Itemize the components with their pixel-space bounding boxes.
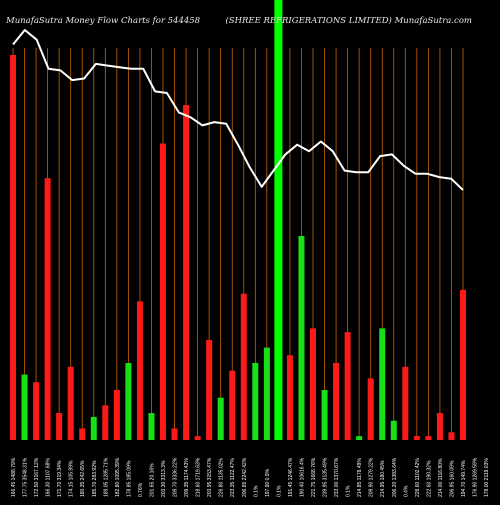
x-tick-label: 166.45 1488.79% (11, 457, 17, 497)
x-tick-label: 197.90 0.9% (265, 468, 271, 497)
x-tick-label: 178.00 2119.03% (484, 458, 490, 497)
x-tick-label: 223.35 1122.47% (230, 458, 236, 497)
x-tick-label: 239.95 3135.49% (323, 457, 329, 497)
inflow-bar (217, 397, 224, 440)
outflow-bar (425, 436, 432, 440)
x-tick-label: 174.15 105.99% (69, 460, 75, 497)
x-tick-label: 182.80 1095.39% (115, 457, 121, 497)
outflow-bar (160, 143, 166, 441)
outflow-bar (33, 382, 40, 440)
inflow-bar (298, 235, 305, 440)
inflow-bar (125, 363, 132, 440)
x-tick-label: 233.00 1370.87% (334, 457, 340, 497)
outflow-bar (113, 389, 120, 440)
x-tick-label: 0.1% (276, 485, 282, 497)
x-tick-label: 218.60 1719.63% (196, 457, 202, 497)
inflow-bar (21, 374, 28, 440)
x-tick-label: 203.30 3313.3% (161, 460, 167, 497)
inflow-bar (252, 363, 259, 440)
x-tick-label: 190.40 10616.4% (299, 457, 305, 497)
outflow-bar (194, 436, 201, 440)
outflow-bar (344, 332, 351, 440)
price-line (12, 29, 464, 191)
x-tick-label: 209.35 1174.43% (184, 458, 190, 497)
x-tick-label: 0.1% (253, 485, 259, 497)
inflow-bar (379, 328, 386, 440)
outflow-bar (310, 328, 316, 440)
highlight-bar (274, 0, 283, 440)
outflow-bar (286, 355, 293, 440)
x-tick-label: 0.4% (403, 485, 409, 497)
x-tick-label: 209.70 3336.22% (173, 457, 179, 497)
inflow-bar (263, 347, 270, 440)
x-tick-label: 189.05 1285.71% (103, 457, 109, 497)
inflow-bar (90, 416, 97, 440)
x-tick-label: 0.1% (346, 485, 352, 497)
x-tick-label: 191.45 1246.47% (288, 457, 294, 497)
inflow-bar (148, 413, 155, 440)
outflow-bar (171, 428, 178, 440)
x-tick-label: 206.85 2242.42% (242, 457, 248, 497)
x-tick-label: 221.75 1668.76% (311, 457, 317, 497)
x-tick-label: 0.76% (138, 482, 144, 497)
x-tick-label: 185.70 283.92% (92, 460, 98, 497)
outflow-bar (67, 366, 74, 440)
outflow-bar (402, 366, 409, 440)
x-tick-label: 176.90 1269.59% (473, 457, 479, 497)
outflow-bar (333, 363, 340, 440)
outflow-bar (460, 289, 466, 440)
outflow-bar (183, 105, 190, 441)
x-tick-label: 178.85 185.09% (126, 460, 132, 497)
chart-subtitle: (SHREE REFRIGERATIONS LIMITED) MunafaSut… (225, 16, 472, 26)
x-tick-label: 194.70 149.74% (461, 460, 467, 497)
x-tick-label: 209.90 1279.22% (369, 457, 375, 497)
x-tick-label: 206.20 1383.64% (392, 457, 398, 497)
outflow-bar (436, 413, 443, 440)
inflow-bar (321, 389, 328, 440)
x-tick-label: 226.80 1135.02% (219, 458, 225, 497)
outflow-bar (229, 370, 236, 440)
x-tick-label: 214.95 180.45% (380, 460, 386, 497)
x-tick-label: 166.30 1107.68% (46, 458, 52, 497)
outflow-bar (79, 428, 86, 440)
x-tick-label: 228.60 1102.42% (415, 458, 421, 497)
x-tick-label: 180.35 242.65% (80, 460, 86, 497)
outflow-bar (102, 405, 109, 440)
outflow-bar (10, 55, 16, 440)
x-tick-label: 214.85 1178.49% (357, 458, 363, 497)
outflow-bar (44, 178, 51, 440)
inflow-bar (390, 420, 397, 440)
x-tick-label: 222.60 190.32% (426, 460, 432, 497)
outflow-bar (448, 432, 455, 440)
x-tick-label: 201.65 20.16% (149, 463, 155, 497)
x-tick-label: 214.00 1116.80% (438, 458, 444, 497)
outflow-bar (136, 301, 143, 440)
outflow-bar (240, 293, 247, 440)
chart-title: MunafaSutra Money Flow Charts for 544458 (6, 16, 201, 26)
outflow-bar (56, 413, 63, 440)
outflow-bar (367, 378, 374, 440)
x-tick-label: 177.75 3548.31% (23, 457, 29, 497)
x-tick-label: 206.95 160.09% (449, 460, 455, 497)
x-tick-label: 172.50 3167.12% (34, 457, 40, 497)
inflow-bar (356, 436, 363, 440)
outflow-bar (413, 436, 420, 440)
x-tick-label: 171.70 319.34% (57, 460, 63, 497)
outflow-bar (206, 339, 213, 440)
x-tick-label: 203.95 3153.47% (207, 457, 213, 497)
